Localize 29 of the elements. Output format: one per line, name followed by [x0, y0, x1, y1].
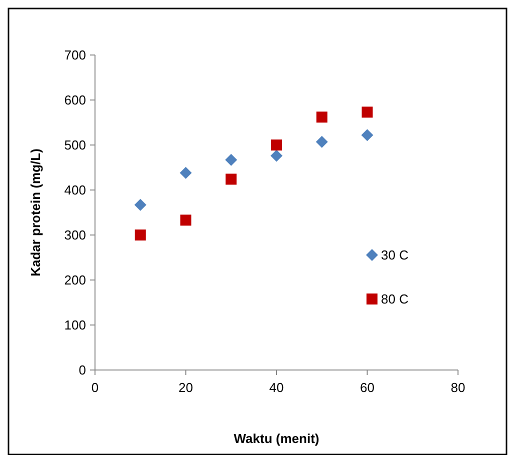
point	[316, 136, 328, 148]
point	[361, 129, 374, 142]
x-tick-label: 60	[360, 380, 374, 395]
y-tick-label: 100	[64, 318, 86, 333]
point	[226, 174, 237, 185]
legend-label: 80 C	[381, 292, 408, 307]
y-tick-label: 700	[64, 48, 86, 63]
legend-label: 30 C	[381, 248, 408, 263]
y-tick-label: 200	[64, 272, 86, 288]
point	[225, 154, 238, 166]
point	[362, 106, 373, 118]
x-tick-label: 80	[450, 380, 466, 395]
point	[180, 214, 192, 226]
y-tick-label: 600	[64, 92, 86, 108]
x-tick-label: 0	[91, 380, 99, 395]
y-tick-label: 500	[64, 138, 86, 153]
y-axis-title: Kadar protein (mg/L)	[28, 148, 43, 276]
point	[180, 166, 192, 179]
point	[270, 150, 282, 162]
x-tick-label: 20	[178, 380, 193, 395]
point	[316, 112, 328, 123]
point	[134, 198, 146, 211]
y-tick-label: 400	[64, 182, 86, 198]
y-tick-label: 300	[64, 228, 86, 243]
x-axis-title: Waktu (menit)	[234, 431, 320, 446]
point	[134, 230, 146, 240]
point	[271, 140, 282, 150]
y-tick-label: 0	[78, 362, 86, 378]
x-tick-label: 40	[269, 380, 284, 395]
